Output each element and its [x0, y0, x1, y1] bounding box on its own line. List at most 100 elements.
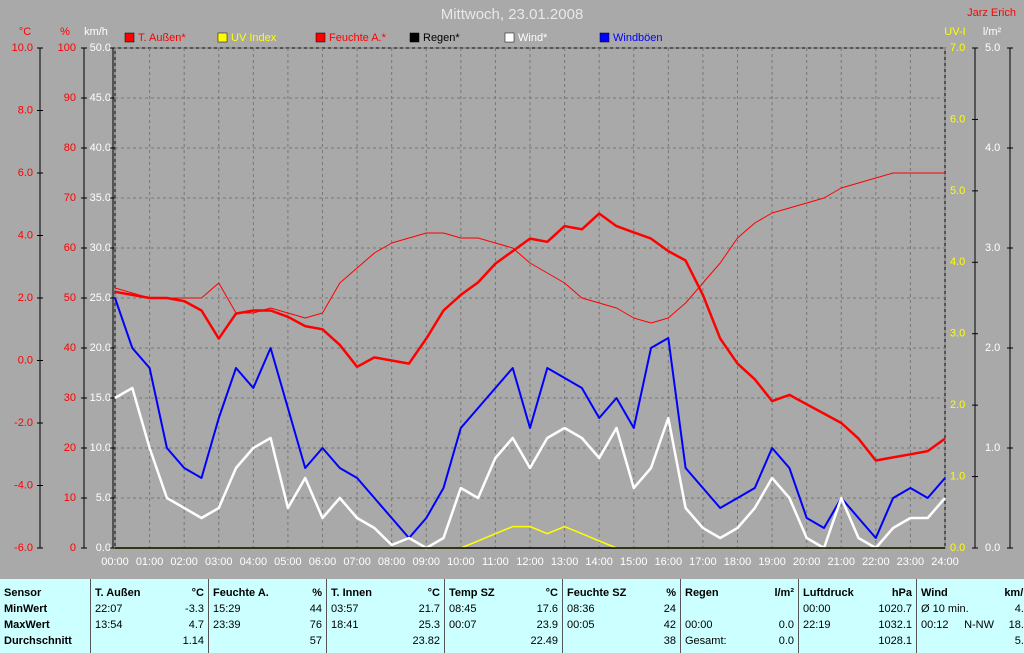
y-tick-label: 20 — [64, 442, 76, 454]
y-tick-label: 4.0 — [18, 229, 33, 241]
cell-text: 08:36 — [567, 603, 595, 615]
x-tick-label: 21:00 — [827, 556, 855, 568]
column-unit: % — [312, 587, 322, 599]
legend-label: Feuchte A.* — [329, 32, 387, 44]
stats-cell: 22.49 — [449, 633, 558, 649]
cell-text: 1.14 — [182, 635, 204, 647]
x-tick-label: 06:00 — [309, 556, 337, 568]
chart-title: Mittwoch, 23.01.2008 — [441, 6, 584, 23]
y-tick-label: 2.0 — [18, 292, 33, 304]
column-header: Regen l/m² — [685, 585, 794, 601]
stats-cell: 08:45 17.6 — [449, 601, 558, 617]
y-tick-label: 5.0 — [950, 185, 965, 197]
row-label: Sensor — [4, 587, 42, 599]
stats-cell: Gesamt: 0.0 — [685, 633, 794, 649]
column-header: Wind km/h — [921, 585, 1024, 601]
stats-cell: 57 — [213, 633, 322, 649]
stats-column: Temp SZ °C 08:45 17.6 00:07 23.9 22.49 — [444, 579, 562, 653]
cell-text: 44 — [309, 603, 322, 615]
column-name: Luftdruck — [803, 587, 854, 599]
x-tick-label: 19:00 — [758, 556, 786, 568]
legend-swatch — [124, 32, 135, 43]
column-header: T. Innen °C — [331, 585, 440, 601]
column-header: T. Außen °C — [95, 585, 204, 601]
y-tick-label: 10.0 — [12, 42, 33, 54]
y-tick-label: 20.0 — [90, 342, 111, 354]
cell-text: 21.7 — [418, 603, 440, 615]
y-tick-label: 3.0 — [985, 242, 1000, 254]
column-name: Regen — [685, 587, 719, 599]
y-tick-label: 2.0 — [950, 399, 965, 411]
stats-cell: Ø 10 min. 4.8 — [921, 601, 1024, 617]
cell-text: 1020.7 — [878, 603, 912, 615]
series-line — [114, 212, 946, 462]
cell-text: -3.3 — [185, 603, 204, 615]
stats-column: Feuchte SZ% 08:36 24 00:05 42 38 — [562, 579, 680, 653]
y-tick-label: 2.0 — [985, 342, 1000, 354]
stats-cell: 00:00 0.0 — [685, 617, 794, 633]
cell-text: 03:57 — [331, 603, 359, 615]
column-name: T. Innen — [331, 587, 372, 599]
x-tick-label: 05:00 — [274, 556, 302, 568]
series-line — [114, 297, 946, 539]
column-unit: hPa — [891, 587, 912, 599]
cell-text: 23.9 — [536, 619, 558, 631]
y-tick-label: 40 — [64, 342, 76, 354]
y-tick-label: 30.0 — [90, 242, 111, 254]
column-unit: % — [666, 587, 676, 599]
x-tick-label: 16:00 — [655, 556, 683, 568]
column-header: Luftdruck hPa — [803, 585, 912, 601]
stats-cell: 38 — [567, 633, 676, 649]
column-header: Feuchte SZ% — [567, 585, 676, 601]
cell-text: 23.82 — [412, 635, 440, 647]
cell-text: Gesamt: — [685, 635, 727, 647]
cell-text: 18.2 — [1008, 619, 1024, 631]
x-tick-label: 12:00 — [516, 556, 544, 568]
stats-column: Feuchte A.% 15:29 44 23:39 76 57 — [208, 579, 326, 653]
x-tick-label: 09:00 — [412, 556, 440, 568]
cell-text: 18:41 — [331, 619, 359, 631]
column-name: Wind — [921, 587, 948, 599]
cell-text: 22:19 — [803, 619, 831, 631]
x-tick-label: 07:00 — [343, 556, 371, 568]
y-tick-label: 100 — [58, 42, 76, 54]
x-tick-label: 08:00 — [378, 556, 406, 568]
x-tick-label: 03:00 — [205, 556, 233, 568]
x-tick-label: 18:00 — [724, 556, 752, 568]
y-tick-label: 6.0 — [18, 167, 33, 179]
cell-text: 0.0 — [778, 619, 794, 631]
row-label: Durchschnitt — [4, 635, 72, 647]
x-tick-label: 20:00 — [793, 556, 821, 568]
axis-title: UV-I — [944, 26, 965, 38]
legend-label: Windböen — [613, 32, 663, 44]
x-tick-label: 15:00 — [620, 556, 648, 568]
stats-cell: 00:00 1020.7 — [803, 601, 912, 617]
stats-column: Regen l/m² 00:00 0.0 Gesamt: 0.0 — [680, 579, 798, 653]
cell-text: 0.0 — [778, 635, 794, 647]
stats-cell: 15:29 44 — [213, 601, 322, 617]
cell-text: 76 — [309, 619, 322, 631]
x-tick-label: 10:00 — [447, 556, 475, 568]
x-tick-label: 23:00 — [897, 556, 925, 568]
column-unit: °C — [191, 587, 204, 599]
x-tick-label: 17:00 — [689, 556, 717, 568]
x-tick-label: 24:00 — [931, 556, 959, 568]
y-tick-label: -4.0 — [14, 479, 33, 491]
y-tick-label: 50 — [64, 292, 76, 304]
legend-swatch — [315, 32, 326, 43]
legend-label: T. Außen* — [138, 32, 186, 44]
y-tick-label: 1.0 — [985, 442, 1000, 454]
column-name: Feuchte SZ — [567, 587, 627, 599]
y-tick-label: 0.0 — [985, 542, 1000, 554]
cell-text: 24 — [663, 603, 676, 615]
cell-text: 13:54 — [95, 619, 123, 631]
x-tick-label: 02:00 — [170, 556, 198, 568]
x-tick-label: 14:00 — [585, 556, 613, 568]
y-tick-label: -6.0 — [14, 542, 33, 554]
axis-title: km/h — [84, 26, 108, 38]
cell-text: 00:00 — [685, 619, 713, 631]
cell-text: 38 — [663, 635, 676, 647]
y-tick-label: 90 — [64, 92, 76, 104]
stats-table: Sensor MinWert MaxWert Durchschnitt T. Außen… — [0, 579, 1024, 653]
